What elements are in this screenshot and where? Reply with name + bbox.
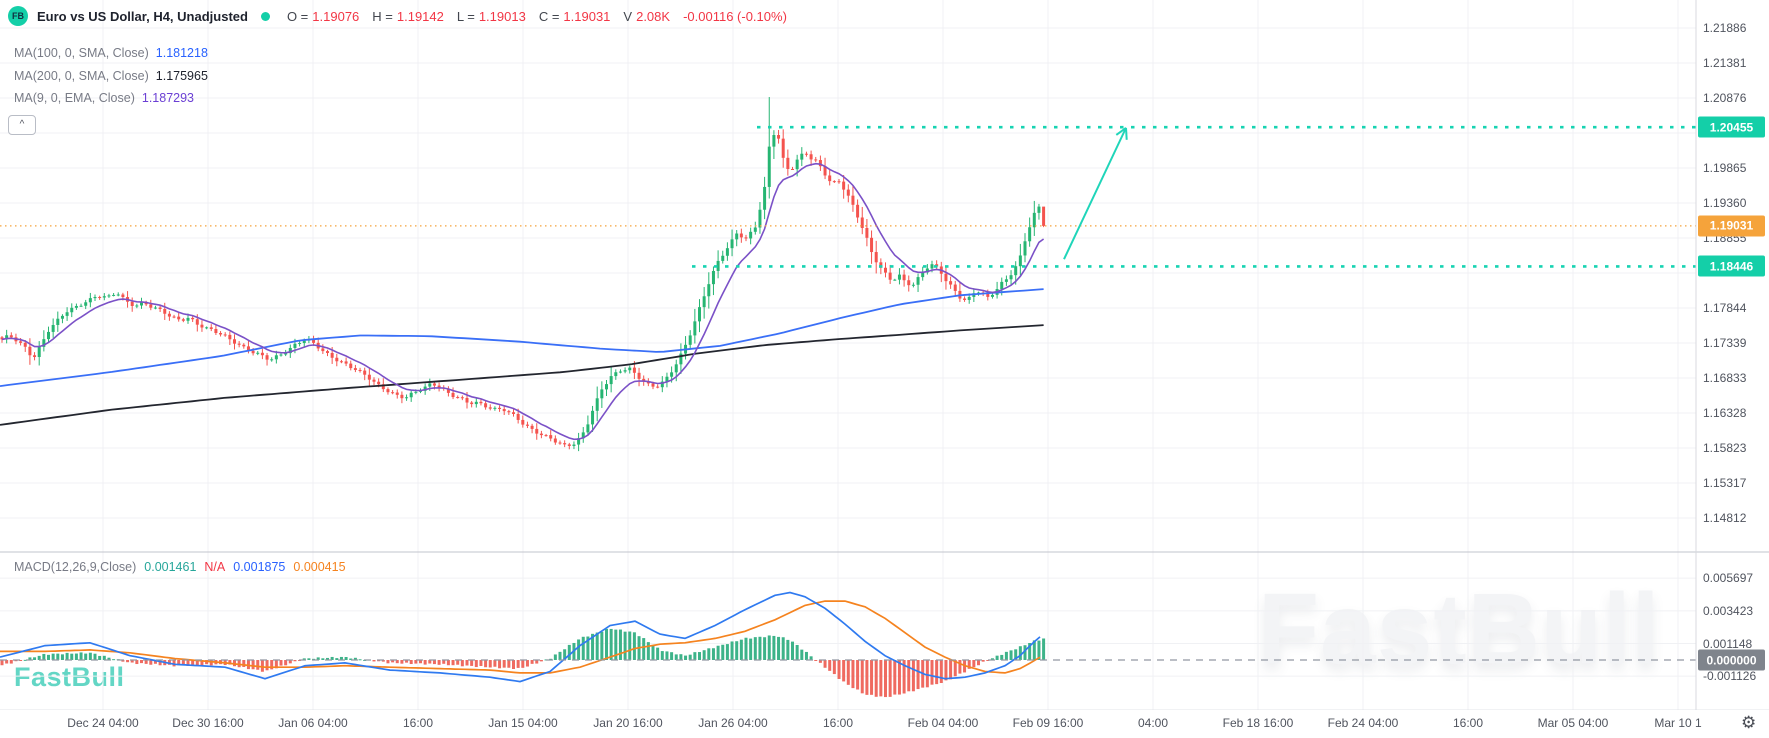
price-axis-label: 1.15823 xyxy=(1703,441,1747,456)
time-axis-label: Feb 04 04:00 xyxy=(907,716,979,730)
time-axis-label: Jan 15 04:00 xyxy=(488,716,558,730)
price-axis-label: 1.21886 xyxy=(1703,21,1747,35)
time-axis-label: 16:00 xyxy=(822,716,854,730)
time-axis-label: Dec 24 04:00 xyxy=(67,716,139,730)
market-status-dot xyxy=(260,11,270,21)
watermark-large: FastBull xyxy=(1258,573,1661,685)
settings-gear-icon[interactable]: ⚙ xyxy=(1741,713,1757,732)
macd-signal-value: 0.000415 xyxy=(293,560,346,574)
time-axis-label: 16:00 xyxy=(1452,716,1484,730)
close-label: C = xyxy=(538,8,560,24)
macd-na-value: N/A xyxy=(204,560,226,574)
time-axis-label: Jan 20 16:00 xyxy=(593,716,663,730)
chevron-up-icon: ^ xyxy=(19,119,25,130)
symbol-title: Euro vs US Dollar, H4, Unadjusted xyxy=(37,8,248,24)
macd-axis-label: 0.005697 xyxy=(1703,571,1754,586)
low-value: 1.19013 xyxy=(478,8,526,24)
time-axis-label: Mar 10 1 xyxy=(1654,716,1702,730)
time-axis-label: Mar 05 04:00 xyxy=(1537,716,1609,730)
legend-ema9[interactable]: MA(9, 0, EMA, Close) 1.187293 xyxy=(14,91,194,105)
price-badge-last-price: 1.19031 xyxy=(1698,215,1765,237)
ma100-value: 1.181218 xyxy=(155,46,208,60)
close-value: 1.19031 xyxy=(563,8,611,24)
macd-label: MACD(12,26,9,Close) xyxy=(14,560,137,574)
macd-hist-value: 0.001461 xyxy=(144,560,197,574)
open-value: 1.19076 xyxy=(312,8,360,24)
ema9-value: 1.187293 xyxy=(141,91,195,105)
fastbull-logo-icon: FB xyxy=(8,6,28,26)
ema9-label: MA(9, 0, EMA, Close) xyxy=(14,91,135,105)
macd-line-value: 0.001875 xyxy=(233,560,286,574)
legend-ma200[interactable]: MA(200, 0, SMA, Close) 1.175965 xyxy=(14,69,208,83)
ma100-label: MA(100, 0, SMA, Close) xyxy=(14,46,149,60)
price-axis-label: 1.20876 xyxy=(1703,91,1747,105)
price-axis-label: 1.16328 xyxy=(1703,406,1747,421)
low-label: L = xyxy=(456,8,475,24)
price-axis-label: 1.19360 xyxy=(1703,196,1747,211)
watermark-logo: FastBull xyxy=(14,662,125,692)
symbol-header[interactable]: FB Euro vs US Dollar, H4, Unadjusted O =… xyxy=(8,6,787,26)
volume-label: V xyxy=(623,8,633,24)
collapse-legend-button[interactable]: ^ xyxy=(8,115,36,135)
macd-axis-label: -0.001126 xyxy=(1703,669,1757,684)
time-axis-label: 04:00 xyxy=(1137,716,1169,730)
price-axis-label: 1.17339 xyxy=(1703,336,1747,351)
price-badge-support: 1.18446 xyxy=(1698,255,1765,277)
macd-axis-label: 0.003423 xyxy=(1703,603,1754,618)
time-axis-label: Dec 30 16:00 xyxy=(172,716,244,730)
price-badge-resistance: 1.20455 xyxy=(1698,116,1765,138)
volume-value: 2.08K xyxy=(636,8,671,24)
price-axis-label: 1.14812 xyxy=(1703,511,1747,526)
price-axis-label: 1.21381 xyxy=(1703,56,1747,70)
change-value: -0.00116 (-0.10%) xyxy=(683,8,787,24)
ma200-value: 1.175965 xyxy=(155,69,208,83)
macd-zero-badge: 0.000000 xyxy=(1698,649,1765,671)
open-label: O = xyxy=(286,8,309,24)
time-axis-label: Feb 09 16:00 xyxy=(1012,716,1084,730)
macd-axis-label: 0.001148 xyxy=(1703,636,1753,651)
legend-ma100[interactable]: MA(100, 0, SMA, Close) 1.181218 xyxy=(14,46,208,60)
time-axis-label: 16:00 xyxy=(402,716,434,730)
price-axis-label: 1.19865 xyxy=(1703,161,1747,176)
ma200-label: MA(200, 0, SMA, Close) xyxy=(14,69,149,83)
ohlc-readout: O = 1.19076 H = 1.19142 L = 1.19013 C = 1.19… xyxy=(287,9,787,24)
time-axis-label: Feb 18 16:00 xyxy=(1222,716,1294,730)
time-axis-label: Jan 26 04:00 xyxy=(698,716,768,730)
price-axis-label: 1.15317 xyxy=(1703,476,1747,491)
legend-macd[interactable]: MACD(12,26,9,Close) 0.001461 N/A 0.00187… xyxy=(14,560,346,574)
price-axis-label: 1.17844 xyxy=(1703,301,1747,316)
price-axis-label: 1.16833 xyxy=(1703,371,1747,386)
time-axis-label: Feb 24 04:00 xyxy=(1327,716,1399,730)
high-label: H = xyxy=(372,8,393,24)
high-value: 1.19142 xyxy=(396,8,444,24)
time-axis[interactable]: Dec 24 04:00 Dec 30 16:00 Jan 06 04:00 16:0… xyxy=(0,710,1769,738)
time-axis-label: Jan 06 04:00 xyxy=(278,716,348,730)
